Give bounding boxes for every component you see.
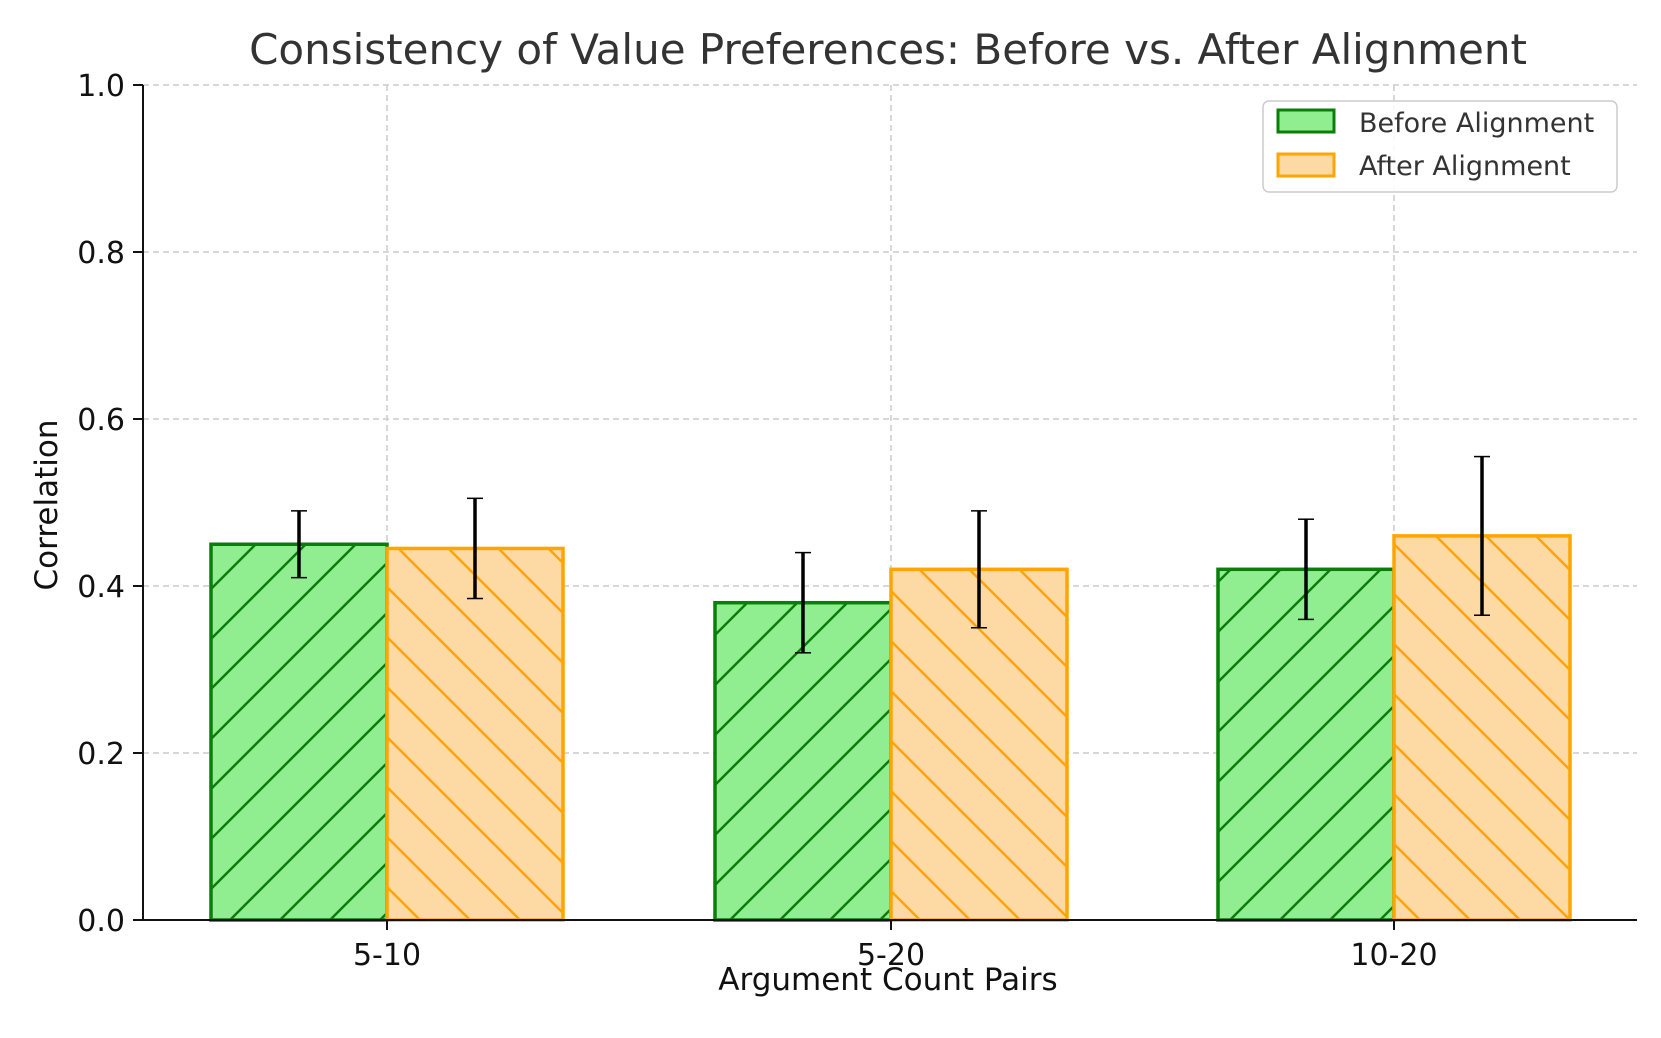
bar [1216, 567, 1396, 922]
bars [209, 534, 1572, 922]
legend-label-after: After Alignment [1359, 151, 1571, 182]
bar [209, 542, 389, 922]
y-tick-label: 0.0 [77, 904, 125, 939]
x-tick-label: 5-20 [857, 938, 925, 973]
bar [385, 546, 565, 922]
y-tick-label: 0.6 [77, 403, 125, 438]
legend-swatch-before [1276, 108, 1336, 134]
legend-label-before: Before Alignment [1359, 108, 1594, 139]
y-tick-label: 0.8 [77, 236, 125, 271]
legend-swatch-after [1276, 152, 1336, 178]
legend: Before Alignment After Alignment [1262, 100, 1618, 193]
y-tick-label: 0.2 [77, 737, 125, 772]
x-tick-label: 10-20 [1350, 938, 1437, 973]
y-axis-label: Correlation [29, 420, 65, 591]
y-tick-label: 0.4 [77, 570, 125, 605]
x-tick-label: 5-10 [353, 938, 421, 973]
axes: 0.0 0.2 0.4 0.6 0.8 1.0 5-10 5-20 10-20 [77, 69, 1637, 973]
x-axis-label: Argument Count Pairs [718, 962, 1057, 998]
error-bars [291, 455, 1490, 654]
chart-title: Consistency of Value Preferences: Before… [249, 25, 1527, 74]
y-tick-label: 1.0 [77, 69, 125, 104]
legend-box [1262, 100, 1618, 193]
